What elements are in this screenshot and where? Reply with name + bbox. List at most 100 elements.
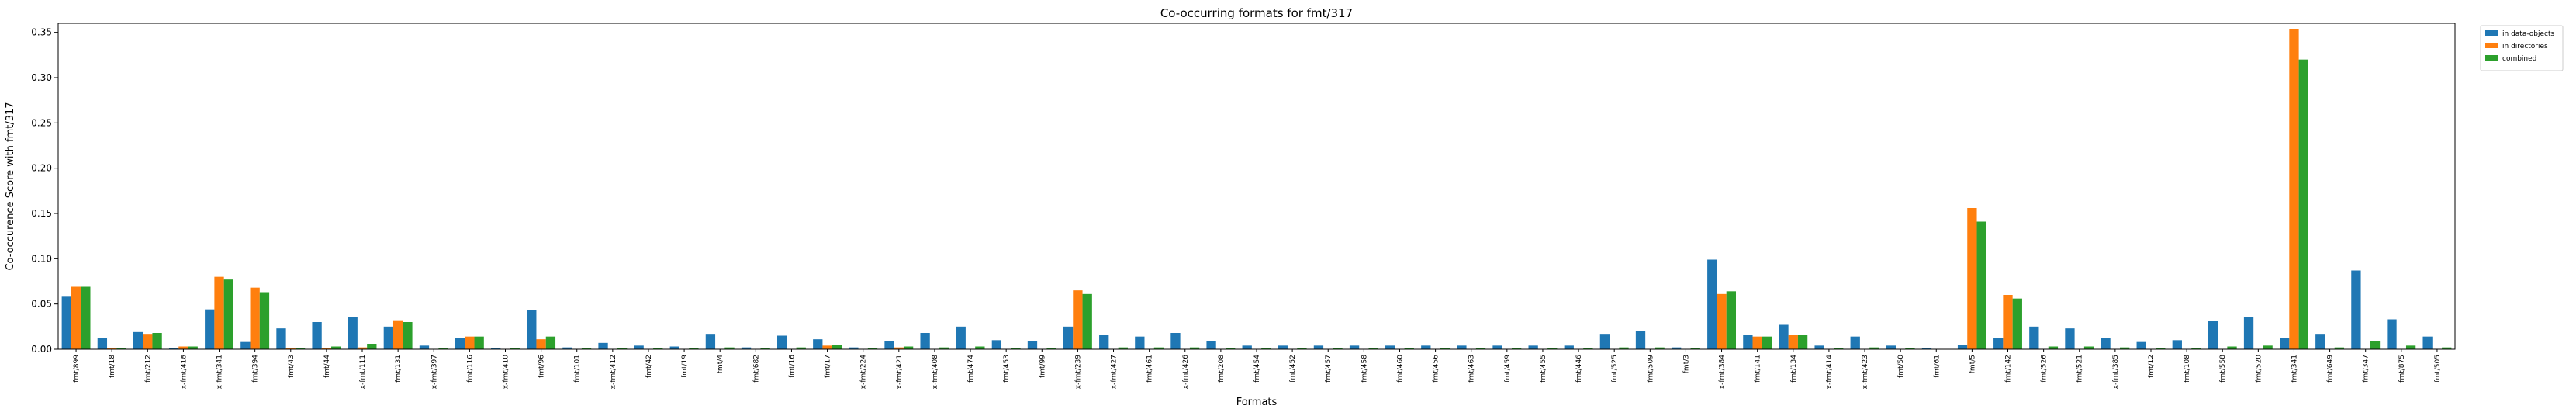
x-tick-label: x-fmt/384 — [1719, 355, 1727, 390]
bar — [1404, 348, 1414, 349]
bar — [581, 348, 592, 349]
bar — [1170, 333, 1181, 349]
x-tick-label: fmt/16 — [788, 355, 796, 378]
x-tick-label: fmt/455 — [1540, 355, 1547, 383]
x-tick-label: fmt/101 — [574, 355, 582, 383]
bar — [214, 276, 224, 349]
x-tick-label: fmt/212 — [144, 355, 152, 383]
y-tick-label: 0.25 — [31, 117, 52, 128]
bar — [1788, 335, 1798, 349]
bar — [1368, 348, 1378, 349]
x-tick-label: fmt/458 — [1361, 355, 1368, 383]
bar — [491, 348, 501, 349]
bar — [724, 347, 735, 349]
bar — [1726, 291, 1736, 349]
bar — [2422, 336, 2433, 349]
bar — [2298, 59, 2308, 350]
y-tick-label: 0.05 — [31, 299, 52, 310]
legend-label: in data-objects — [2502, 30, 2554, 38]
bar — [1242, 345, 1252, 349]
x-tick-label: fmt/526 — [2041, 355, 2049, 383]
legend-swatch — [2485, 43, 2498, 48]
bar — [1635, 331, 1646, 349]
bar — [894, 347, 904, 349]
x-tick-label: fmt/19 — [681, 355, 689, 378]
bar — [832, 345, 842, 349]
bar — [133, 331, 143, 349]
y-tick-label: 0.35 — [31, 27, 52, 38]
bar — [777, 335, 787, 349]
bar — [1349, 345, 1360, 349]
x-tick-label: fmt/5 — [1969, 355, 1976, 373]
x-tick-label: fmt/453 — [1003, 355, 1011, 383]
x-tick-label: x-fmt/341 — [216, 355, 224, 389]
x-tick-label: x-fmt/224 — [860, 355, 868, 390]
bar — [2289, 29, 2299, 349]
bar — [367, 344, 377, 349]
x-tick-label: fmt/43 — [288, 355, 296, 378]
x-tick-label: fmt/208 — [1218, 355, 1226, 383]
bar — [383, 326, 393, 349]
bar — [1011, 348, 1021, 349]
bar — [152, 333, 162, 349]
x-tick-label: fmt/649 — [2327, 355, 2335, 383]
bar — [2120, 347, 2130, 349]
bar — [116, 348, 126, 349]
x-tick-label: fmt/461 — [1146, 355, 1154, 383]
bar — [1082, 293, 1092, 349]
bar — [1869, 347, 1879, 349]
bar — [1226, 348, 1236, 349]
bars-layer — [61, 29, 2452, 350]
bar — [705, 334, 716, 349]
bar — [510, 348, 520, 349]
x-tick-label: fmt/4 — [717, 355, 724, 373]
y-tick-label: 0.10 — [31, 253, 52, 264]
x-tick-label: fmt/108 — [2184, 355, 2191, 383]
bar — [1206, 341, 1216, 349]
x-tick-label: fmt/42 — [645, 355, 653, 378]
bar — [1779, 324, 1789, 349]
x-tick-label: fmt/142 — [2005, 355, 2013, 383]
bar — [796, 347, 806, 349]
bar — [2208, 321, 2218, 349]
bar — [1073, 290, 1083, 349]
bar — [2003, 295, 2013, 349]
bar — [188, 346, 198, 349]
bar — [1707, 259, 1717, 349]
x-tick-label: fmt/96 — [538, 355, 546, 378]
bar — [2156, 348, 2166, 349]
bar — [920, 333, 930, 349]
x-tick-label: fmt/520 — [2255, 355, 2263, 383]
bar — [2243, 317, 2254, 349]
bar — [1511, 348, 1522, 349]
bar — [474, 336, 484, 349]
x-tick-label: fmt/899 — [73, 355, 81, 383]
x-tick-label: x-fmt/414 — [1826, 355, 1834, 390]
x-tick-label: fmt/131 — [395, 355, 403, 383]
x-tick-label: x-fmt/111 — [359, 355, 367, 389]
legend-label: combined — [2502, 55, 2536, 63]
x-tick-label: fmt/446 — [1575, 355, 1583, 383]
bar — [2101, 338, 2111, 349]
bar — [97, 338, 108, 349]
bar — [991, 340, 1002, 349]
x-tick-label: fmt/99 — [1039, 355, 1046, 378]
bar — [331, 346, 341, 349]
bar — [849, 347, 859, 349]
x-tick-label: fmt/460 — [1396, 355, 1404, 383]
x-tick-label: x-fmt/412 — [610, 355, 617, 389]
bar — [813, 339, 823, 349]
bar — [465, 336, 475, 349]
bar — [2315, 334, 2325, 349]
x-tick-label: fmt/61 — [1933, 355, 1941, 378]
bar — [1153, 347, 1164, 349]
bar — [1421, 345, 1431, 349]
bar — [2442, 347, 2452, 349]
bar — [71, 286, 81, 349]
bar — [2263, 345, 2273, 349]
y-tick-label: 0.20 — [31, 163, 52, 174]
bar — [689, 348, 699, 349]
bar — [867, 348, 878, 349]
bar — [1690, 348, 1700, 349]
bar — [2065, 328, 2075, 349]
